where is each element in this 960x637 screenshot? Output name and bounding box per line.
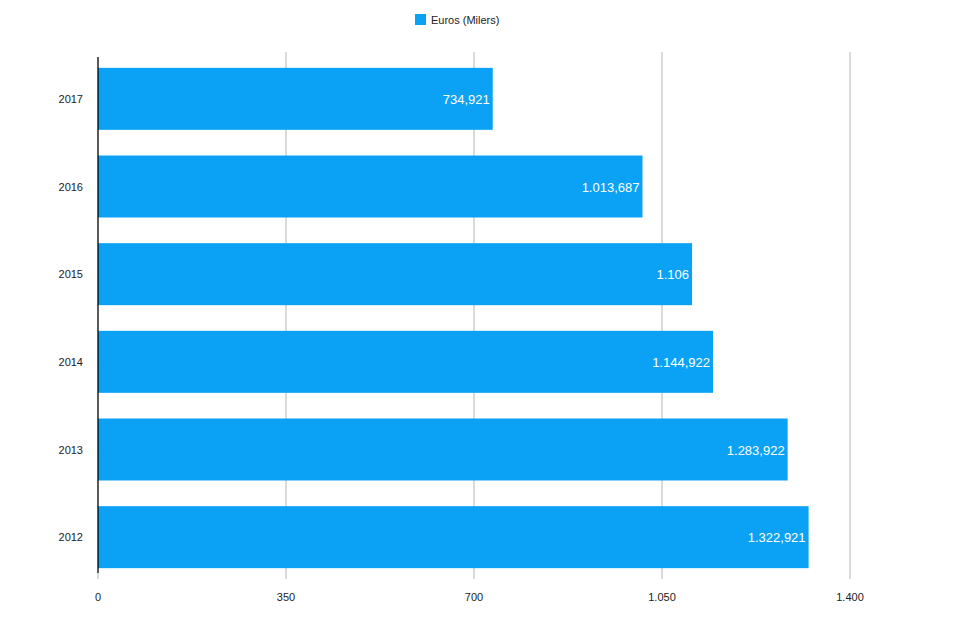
category-label: 2014 bbox=[59, 356, 83, 368]
category-label: 2012 bbox=[59, 531, 83, 543]
grid-line bbox=[474, 52, 475, 573]
data-label: 1.322,921 bbox=[748, 530, 806, 545]
grid-line bbox=[850, 52, 851, 573]
data-label: 1.283,922 bbox=[727, 443, 785, 458]
data-label: 734,921 bbox=[443, 92, 490, 107]
tick-mark bbox=[662, 573, 663, 579]
legend-label: Euros (Milers) bbox=[431, 14, 499, 26]
category-label: 2015 bbox=[59, 268, 83, 280]
legend: Euros (Milers) bbox=[415, 14, 499, 26]
tick-label: 1.050 bbox=[648, 591, 676, 603]
data-label: 1.013,687 bbox=[582, 180, 640, 195]
bar bbox=[98, 506, 809, 568]
tick-label: 0 bbox=[95, 591, 101, 603]
category-label: 2016 bbox=[59, 181, 83, 193]
chart: 0 350 700 1.050 1.400 734,921 1.013,687 1.106 1.… bbox=[0, 0, 960, 637]
category-label: 2017 bbox=[59, 93, 83, 105]
tick-label: 1.400 bbox=[836, 591, 864, 603]
tick-label: 350 bbox=[277, 591, 295, 603]
tick-mark bbox=[98, 573, 99, 579]
tick-mark bbox=[286, 573, 287, 579]
tick-mark bbox=[850, 573, 851, 579]
legend-swatch bbox=[415, 14, 426, 25]
bar bbox=[98, 331, 713, 393]
bar bbox=[98, 243, 692, 305]
bar bbox=[98, 156, 642, 218]
grid-line bbox=[662, 52, 663, 573]
bars bbox=[98, 68, 809, 568]
category-label: 2013 bbox=[59, 444, 83, 456]
grid-line bbox=[286, 52, 287, 573]
tick-mark bbox=[474, 573, 475, 579]
data-label: 1.106 bbox=[657, 267, 690, 282]
tick-label: 700 bbox=[465, 591, 483, 603]
data-label: 1.144,922 bbox=[652, 355, 710, 370]
axis-line bbox=[97, 57, 98, 573]
bar bbox=[98, 68, 493, 130]
bar bbox=[98, 419, 788, 481]
